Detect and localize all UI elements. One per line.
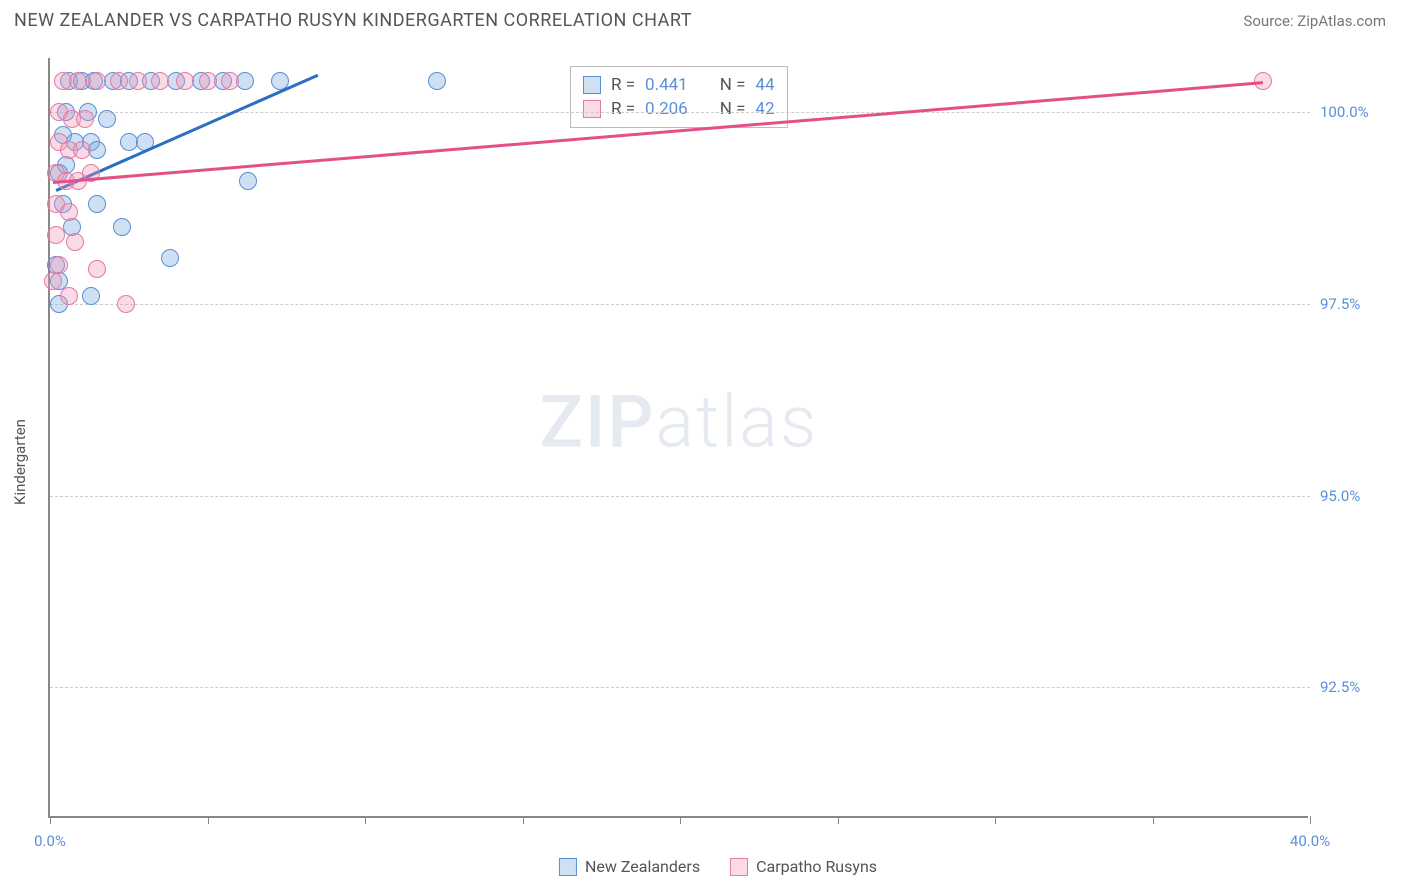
r-value: 0.206 [645,99,688,119]
data-point [221,72,239,90]
source-label: Source: ZipAtlas.com [1243,12,1386,30]
y-tick-label: 92.5% [1320,678,1360,696]
x-tick [365,816,366,824]
series-swatch [583,76,601,94]
x-tick [680,816,681,824]
data-point [60,287,78,305]
x-tick [838,816,839,824]
legend-swatch [730,858,748,876]
x-tick-label: 0.0% [34,832,66,850]
chart-container: ZIPatlas R = 0.441 N = 44 R = 0.206 N = 42 92.5… [48,58,1388,848]
legend-label: New Zealanders [585,857,700,876]
data-point [161,249,179,267]
n-label: N = [720,75,746,95]
data-point [88,260,106,278]
correlation-box: R = 0.441 N = 44 R = 0.206 N = 42 [570,66,788,128]
x-tick [50,816,51,824]
legend-swatch [559,858,577,876]
data-point [236,72,254,90]
x-tick [995,816,996,824]
x-tick [1310,816,1311,824]
x-tick-label: 40.0% [1290,832,1330,850]
legend-label: Carpatho Rusyns [756,857,877,876]
y-tick-label: 100.0% [1320,103,1369,121]
data-point [69,72,87,90]
data-point [113,218,131,236]
legend-item: New Zealanders [559,857,700,876]
y-tick-label: 95.0% [1320,487,1360,505]
data-point [44,272,62,290]
data-point [199,72,217,90]
data-point [73,141,91,159]
data-point [88,141,106,159]
data-point [428,72,446,90]
y-tick-label: 97.5% [1320,295,1360,313]
legend: New Zealanders Carpatho Rusyns [559,857,877,876]
data-point [47,226,65,244]
data-point [88,72,106,90]
r-label: R = [611,99,635,119]
gridline [50,496,1310,497]
chart-title: NEW ZEALANDER VS CARPATHO RUSYN KINDERGA… [14,10,692,31]
watermark: ZIPatlas [540,379,819,464]
data-point [82,287,100,305]
data-point [117,295,135,313]
series-swatch [583,100,601,118]
correlation-row: R = 0.206 N = 42 [583,97,775,121]
r-value: 0.441 [645,75,688,95]
r-label: R = [611,75,635,95]
data-point [129,72,147,90]
correlation-row: R = 0.441 N = 44 [583,73,775,97]
data-point [239,172,257,190]
data-point [176,72,194,90]
y-axis-label: Kindergarten [11,419,29,505]
gridline [50,112,1310,113]
x-tick [523,816,524,824]
data-point [88,195,106,213]
legend-item: Carpatho Rusyns [730,857,877,876]
n-value: 44 [755,75,774,95]
data-point [110,72,128,90]
data-point [151,72,169,90]
n-label: N = [720,99,746,119]
data-point [98,110,116,128]
gridline [50,687,1310,688]
x-tick [1153,816,1154,824]
data-point [60,203,78,221]
gridline [50,304,1310,305]
n-value: 42 [755,99,774,119]
data-point [76,110,94,128]
data-point [66,233,84,251]
x-tick [208,816,209,824]
plot-area: ZIPatlas R =0.441N =44R =0.206N =42 92.5… [48,58,1308,818]
